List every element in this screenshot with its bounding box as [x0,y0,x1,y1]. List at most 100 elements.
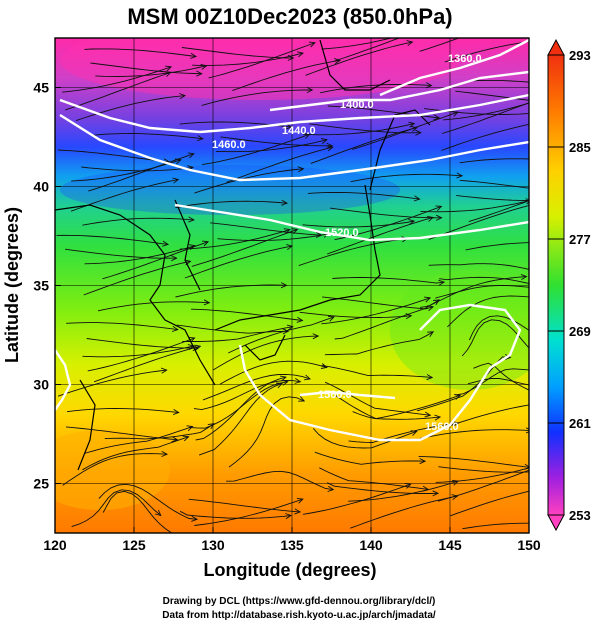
streamline-arrowhead [275,382,283,389]
streamline-arrowhead [326,145,334,152]
streamline-arrowhead [164,71,172,77]
streamline-arrowhead [452,479,460,486]
streamline [104,423,215,440]
streamline [220,136,333,147]
streamline-arrowhead [410,126,418,132]
streamline-arrowhead [435,205,443,212]
streamline [188,498,301,513]
streamline [228,396,305,468]
streamline [97,301,210,312]
streamline-arrowhead [415,129,422,136]
colorbar-top-arrow [547,38,565,56]
x-tick-label: 125 [122,537,146,553]
streamline [84,245,195,265]
credit-line-1: Drawing by DCL (https://www.gfd-dennou.o… [163,596,436,607]
streamline [459,158,529,164]
y-tick-label: 25 [33,476,49,492]
streamline-arrowhead [566,190,572,195]
streamline [473,362,529,391]
streamline [194,168,304,194]
colorbar-tick-label: 269 [569,324,591,339]
streamline-arrowhead [282,328,290,335]
streamline-arrowhead [570,392,576,397]
streamline-arrowhead [425,82,433,89]
streamline-arrowhead [528,202,529,204]
streamline [462,522,529,530]
streamline-arrowhead [165,65,173,72]
streamline [447,295,529,328]
streamline [467,378,529,386]
streamline-arrowhead [326,142,334,149]
contour-labels: 1360.0 1400.0 1440.0 1460.0 1520.0 1560.… [212,53,482,433]
contour-label: 1460.0 [212,139,246,151]
streamline-arrowhead [182,435,190,442]
chart-title: MSM 00Z10Dec2023 (850.0hPa) [127,4,452,29]
streamline [324,331,434,356]
y-tick-label: 40 [33,179,49,195]
streamline-arrowhead [530,111,536,116]
credit-line-2: Data from http://database.rish.kyoto-u.a… [162,610,436,621]
streamline [418,455,529,468]
streamline-arrowhead [280,282,288,289]
streamline [321,297,431,325]
streamline [428,204,529,240]
streamline-arrowhead [172,409,180,416]
streamline-arrowhead [296,316,304,323]
streamline [444,41,529,63]
streamline-arrowhead [413,195,421,202]
streamline [215,139,328,153]
streamline [191,228,298,267]
height-contours [55,38,529,442]
streamline [312,428,417,449]
streamline-arrowhead [438,279,446,286]
streamline-arrowhead [504,354,512,361]
streamline-arrowhead [577,85,583,90]
streamline-arrowhead [281,199,289,206]
streamline-arrowhead [406,40,414,47]
colorbar-scale [547,54,565,516]
streamline [327,216,434,255]
streamline-arrowhead [171,325,179,332]
streamline-arrowhead [187,152,195,159]
streamline-arrowhead [424,296,432,303]
streamline-arrowhead [568,523,574,528]
streamline [66,408,179,413]
streamline [459,179,529,189]
streamline [352,111,459,150]
x-tick-label: 145 [438,537,462,553]
streamline-arrowhead [297,166,305,173]
streamline-arrowhead [549,37,555,42]
x-tick-label: 120 [43,537,67,553]
streamline-arrowhead [207,423,215,430]
colorbar-bottom-arrow [547,514,565,532]
streamline [461,319,529,357]
streamline [443,102,529,121]
streamline-arrowhead [197,135,204,142]
streamline [83,426,193,454]
streamline-arrowhead [320,363,328,369]
streamline [334,205,442,241]
streamline [456,194,529,201]
streamline-arrowhead [298,396,306,402]
streamline [439,276,529,285]
streamline-arrowhead [279,375,287,382]
blue-region [60,165,400,215]
y-axis-label: Latitude (degrees) [2,207,22,363]
streamline-arrowhead [294,378,302,384]
streamline [208,42,316,79]
colorbar-tick-label: 285 [569,140,591,155]
streamline-arrowhead [408,121,416,128]
streamline [334,38,401,62]
streamline-arrowhead [196,70,203,77]
streamline [419,38,461,52]
streamline-arrowhead [162,240,170,247]
y-tick-label: 35 [33,278,49,294]
streamline-arrowhead [408,218,416,225]
streamline-arrowhead [427,215,434,222]
streamline [176,324,289,334]
streamline [350,173,463,183]
streamline [65,248,177,259]
contour-1560-east [238,303,522,442]
colorbar-tick-label: 253 [569,508,591,523]
contour-label: 1400.0 [340,99,374,111]
